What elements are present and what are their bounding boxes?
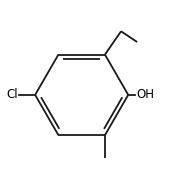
Text: OH: OH: [136, 88, 154, 101]
Text: Cl: Cl: [7, 88, 18, 101]
